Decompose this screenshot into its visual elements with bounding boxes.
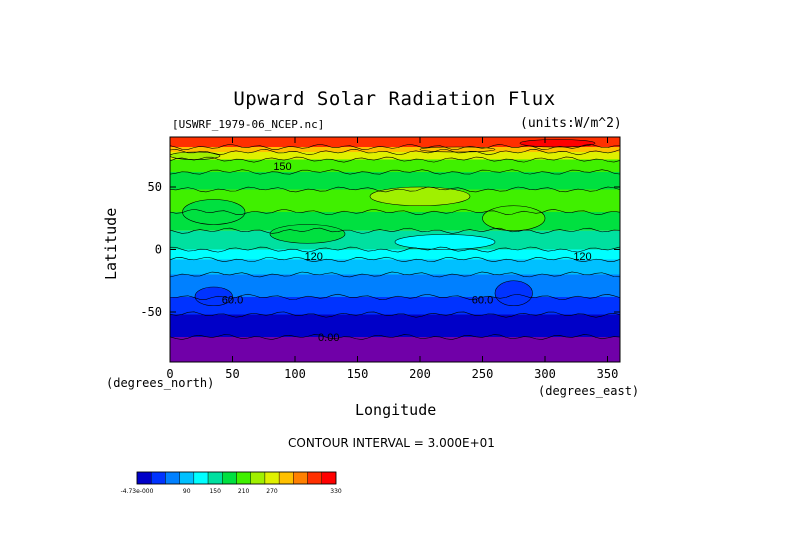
- heatmap-patch-2: [482, 205, 546, 232]
- colorbar-tick-label-0: -4.73e-000: [121, 488, 154, 495]
- x-tick-label-1: 50: [225, 367, 239, 381]
- colorbar-tick-label-2: 150: [209, 488, 221, 495]
- x-tick-label-0: 0: [166, 367, 173, 381]
- contour-label-5: 120: [573, 251, 591, 263]
- colorbar-swatch-0: [136, 471, 152, 485]
- colorbar-tick-label-1: 90: [183, 488, 191, 495]
- x-tick-label-2: 100: [284, 367, 306, 381]
- colorbar-swatch-11: [293, 471, 308, 485]
- heatmap-band-11: [170, 152, 620, 160]
- contour-line-2: [169, 311, 621, 318]
- contour-label-2: 0.00: [318, 332, 339, 344]
- heatmap-patch-1: [369, 186, 471, 207]
- colorbar-frame: [136, 471, 337, 485]
- contour-line-10: [169, 169, 621, 175]
- colorbar-swatch-5: [207, 471, 223, 485]
- y-unit-label: (degrees_north): [106, 376, 215, 390]
- contour-line-1: [169, 334, 621, 340]
- heatmap-patch-5: [194, 286, 233, 307]
- contour-line-11: [169, 156, 621, 163]
- colorbar-swatch-10: [278, 471, 294, 485]
- colorbar-swatch-12: [307, 471, 322, 485]
- colorbar-swatch-2: [165, 471, 180, 485]
- colorbar-swatch-7: [236, 471, 251, 485]
- colorbar-swatch-6: [222, 471, 237, 485]
- contour-line-7: [169, 227, 621, 234]
- colorbar-swatch-13: [321, 471, 337, 485]
- contour-line-5: [169, 256, 621, 262]
- heatmap-band-10: [170, 159, 620, 172]
- heatmap-band-13: [170, 137, 620, 147]
- heatmap-band-0: [170, 337, 620, 362]
- x-tick-label-6: 300: [534, 367, 556, 381]
- heatmap-band-6: [170, 230, 620, 250]
- colorbar-swatch-9: [264, 471, 280, 485]
- x-tick-label-5: 250: [472, 367, 494, 381]
- heatmap-band-12: [170, 147, 620, 152]
- contour-line-12: [169, 148, 621, 156]
- contour-line-4: [169, 271, 621, 278]
- heatmap-patch-3: [269, 224, 346, 244]
- colorbar-tick-label-3: 210: [238, 488, 250, 495]
- contour-line-6: [169, 246, 621, 253]
- x-axis-label: Longitude: [355, 401, 437, 419]
- heatmap-band-9: [170, 172, 620, 190]
- contour-label-1: 60.0: [472, 295, 493, 307]
- contour-line-3: [169, 293, 621, 300]
- colorbar-swatch-4: [193, 471, 209, 485]
- file-label: [USWRF_1979-06_NCEP.nc]: [172, 118, 325, 131]
- heatmap-band-4: [170, 259, 620, 275]
- heatmap-band-1: [170, 314, 620, 337]
- colorbar-swatch-8: [250, 471, 266, 485]
- heatmap-patch-4: [394, 234, 496, 250]
- x-tick-label-7: 350: [597, 367, 619, 381]
- colorbar-swatch-1: [151, 471, 166, 485]
- y-tick-label-2: 50: [148, 180, 162, 194]
- contour-line-13: [169, 143, 621, 150]
- x-unit-label: (degrees_east): [538, 384, 640, 398]
- y-tick-label-0: -50: [140, 305, 162, 319]
- colorbar-swatch-3: [179, 471, 195, 485]
- x-tick-label-3: 150: [347, 367, 369, 381]
- contour-interval-note: CONTOUR INTERVAL = 3.000E+01: [288, 436, 495, 450]
- contour-label-3: 150: [273, 161, 291, 173]
- contour-label-4: 120: [305, 251, 323, 263]
- chart-title: Upward Solar Radiation Flux: [233, 88, 556, 110]
- units-label: (units:W/m^2): [520, 116, 622, 131]
- heatmap-band-5: [170, 249, 620, 260]
- colorbar-tick-label-4: 270: [266, 488, 278, 495]
- y-tick-label-1: 0: [155, 243, 162, 257]
- contour-label-0: 60.0: [222, 295, 243, 307]
- colorbar-tick-label-5: 330: [330, 488, 342, 495]
- contour-line-9: [169, 186, 621, 193]
- heatmap-patch-6: [494, 280, 533, 307]
- contour-line-8: [169, 208, 621, 215]
- x-tick-label-4: 200: [409, 367, 431, 381]
